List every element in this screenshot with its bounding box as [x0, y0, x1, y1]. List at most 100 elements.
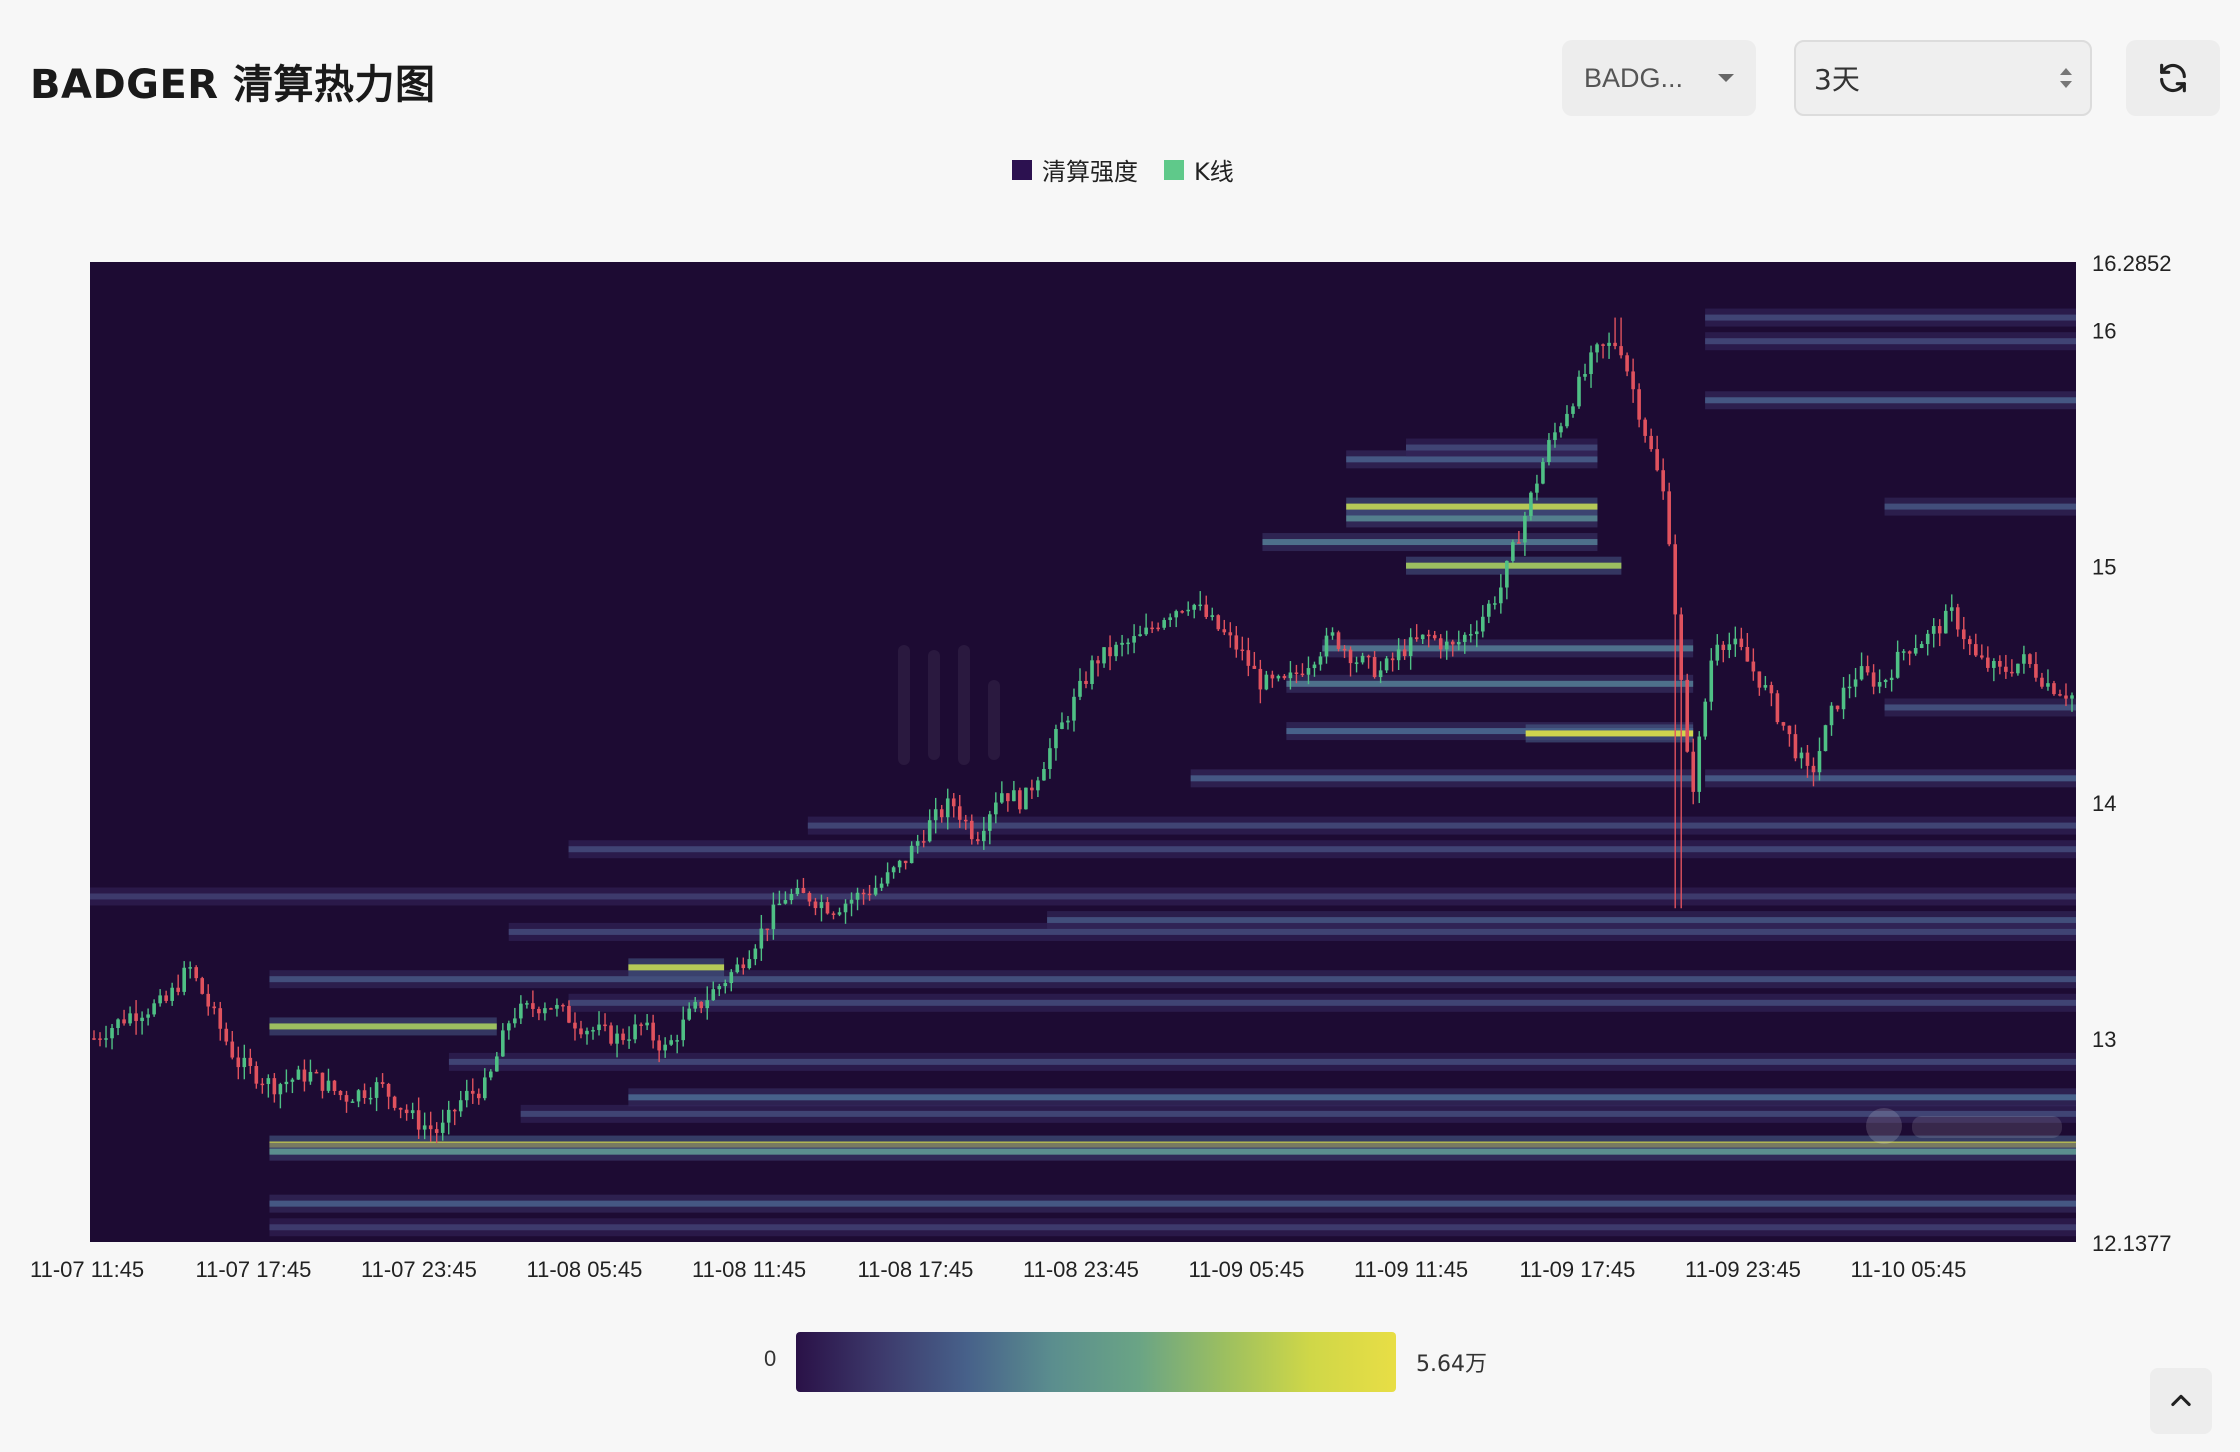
y-tick-label: 12.1377	[2092, 1231, 2172, 1256]
candle-body	[302, 1069, 307, 1082]
candle-body	[573, 1022, 577, 1029]
heat-band	[448, 1058, 2076, 1065]
legend-label: 清算强度	[1042, 158, 1138, 186]
heat-band	[1406, 444, 1598, 451]
candle-body	[1450, 641, 1455, 645]
legend-item-kline[interactable]: K线	[1164, 152, 1234, 187]
candle-body	[837, 912, 842, 915]
legend-label: K线	[1194, 158, 1234, 186]
candle-body	[218, 1008, 223, 1029]
refresh-button[interactable]	[2126, 40, 2220, 116]
symbol-select[interactable]: BADG...	[1562, 40, 1756, 116]
watermark-bar	[898, 645, 910, 765]
candle-body	[1511, 542, 1515, 561]
candle-body	[1739, 638, 1744, 647]
candle-body	[621, 1033, 625, 1041]
x-tick-label: 11-07 17:45	[196, 1257, 312, 1282]
candle-body	[1986, 657, 1990, 668]
candle-body	[1282, 675, 1287, 679]
candle-body	[1811, 765, 1816, 773]
candle-body	[759, 928, 764, 949]
candle-body	[146, 1014, 150, 1018]
candle-body	[440, 1122, 445, 1133]
heat-band	[520, 1110, 2077, 1117]
candle-body	[1216, 615, 1221, 630]
scroll-top-button[interactable]	[2150, 1368, 2212, 1434]
candle-body	[1240, 649, 1245, 652]
candle-body	[380, 1082, 385, 1084]
heat-band	[1705, 314, 2076, 321]
candle-body	[1246, 650, 1251, 666]
candle-body	[945, 798, 950, 818]
candle-body	[1901, 651, 1906, 653]
chart-legend: 清算强度 K线	[1012, 152, 1234, 187]
candle-body	[1619, 346, 1623, 356]
candle-body	[831, 913, 836, 915]
candle-body	[1847, 686, 1852, 689]
candle-body	[633, 1024, 637, 1040]
candle-body	[843, 903, 848, 913]
candle-body	[332, 1080, 337, 1091]
candle-body	[464, 1090, 469, 1101]
heat-band	[568, 999, 2076, 1006]
candle-body	[861, 892, 866, 895]
candle-body	[783, 900, 788, 904]
candle-body	[1493, 603, 1497, 605]
candle-body	[933, 809, 938, 821]
candle-body	[1679, 614, 1684, 680]
candle-body	[110, 1028, 114, 1039]
candle-body	[975, 839, 980, 842]
candle-body	[1523, 515, 1527, 543]
heat-band	[508, 928, 2076, 935]
candle-body	[1186, 609, 1191, 612]
candle-body	[158, 995, 162, 1004]
caret-down-icon	[1718, 74, 1734, 82]
candle-body	[2028, 654, 2032, 665]
candle-body	[194, 967, 199, 979]
candle-body	[1673, 544, 1677, 615]
candle-body	[2022, 654, 2026, 664]
heat-band	[1705, 338, 2076, 345]
heat-band	[1346, 503, 1598, 510]
candlesticks	[92, 317, 2074, 1143]
candle-body	[1126, 642, 1130, 645]
candle-body	[2046, 683, 2050, 687]
candle-body	[344, 1095, 349, 1102]
candle-body	[2004, 666, 2008, 672]
range-select[interactable]: 3天	[1794, 40, 2092, 116]
candle-body	[1691, 751, 1696, 792]
candle-body	[1468, 634, 1473, 636]
candle-body	[1336, 632, 1341, 649]
candle-body	[1366, 655, 1371, 658]
candle-body	[242, 1057, 247, 1068]
candle-body	[1036, 780, 1040, 791]
candle-body	[1174, 611, 1178, 618]
x-tick-label: 11-08 11:45	[692, 1257, 806, 1282]
candle-body	[1012, 790, 1016, 802]
candle-body	[1583, 374, 1587, 377]
candle-body	[603, 1024, 607, 1027]
candle-body	[200, 978, 205, 994]
candle-body	[1541, 461, 1545, 484]
candle-body	[903, 860, 908, 864]
candle-body	[597, 1024, 601, 1031]
candle-body	[1384, 658, 1389, 671]
candle-body	[1456, 641, 1461, 645]
heat-band	[1322, 645, 1694, 652]
candle-body	[1420, 634, 1425, 640]
heat-band	[568, 846, 2076, 853]
candle-body	[410, 1110, 415, 1114]
candle-body	[2064, 695, 2068, 699]
candle-body	[1276, 675, 1281, 679]
legend-item-heat[interactable]: 清算强度	[1012, 152, 1138, 187]
candle-body	[747, 959, 752, 969]
candle-body	[627, 1039, 631, 1041]
candle-body	[1324, 635, 1329, 657]
x-tick-label: 11-09 23:45	[1685, 1257, 1801, 1282]
candle-body	[236, 1057, 241, 1068]
candle-body	[1895, 651, 1900, 678]
candle-body	[470, 1090, 475, 1094]
candle-body	[1817, 751, 1822, 773]
candle-body	[657, 1040, 661, 1051]
